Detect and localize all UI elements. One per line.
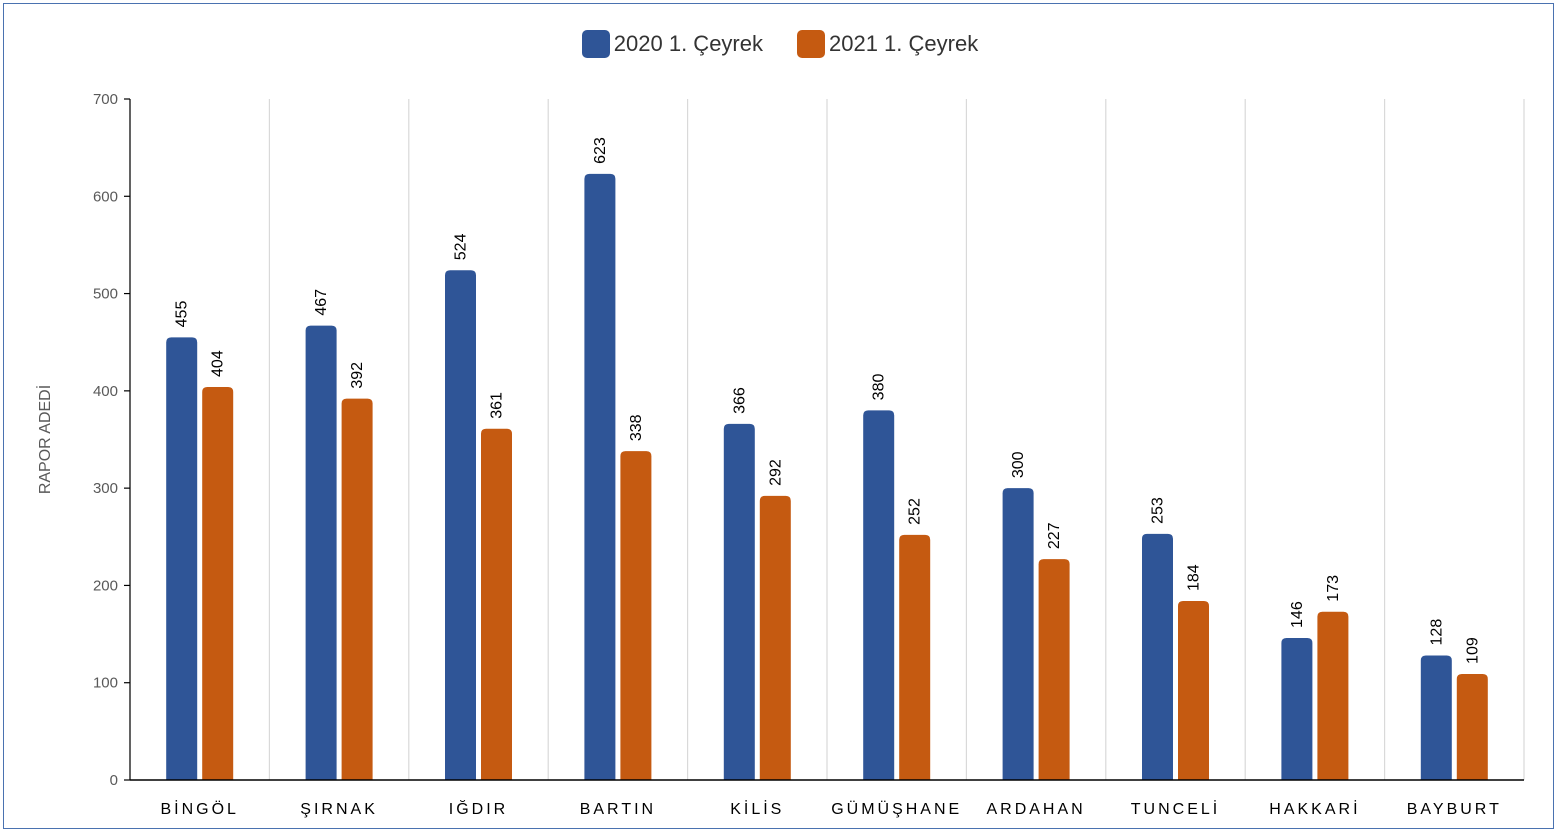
- bar-2021: [481, 428, 512, 780]
- bar-2021: [202, 386, 234, 780]
- legend-swatch-2020: [581, 30, 610, 58]
- bar-2021: [1038, 559, 1070, 780]
- bar-2020: [1142, 533, 1173, 780]
- data-label: 109: [1464, 637, 1481, 664]
- bar-2021: [620, 451, 652, 780]
- x-tick-label: HAKKARİ: [1269, 799, 1360, 818]
- legend-label-2021: 2021 1. Çeyrek: [829, 31, 979, 56]
- data-label: 146: [1289, 601, 1306, 628]
- data-label: 184: [1186, 564, 1203, 591]
- data-label: 524: [453, 233, 470, 260]
- bar-2021: [759, 495, 791, 780]
- data-label: 623: [592, 137, 609, 164]
- y-tick-label: 400: [93, 383, 118, 400]
- bar-2021: [1317, 611, 1349, 780]
- legend-item-2021: 2021 1. Çeyrek: [797, 30, 978, 58]
- data-label: 173: [1325, 575, 1342, 602]
- x-tick-label: BİNGÖL: [160, 799, 238, 818]
- legend-swatch-2021: [797, 30, 825, 58]
- y-tick-label: 200: [93, 577, 118, 594]
- bar-2020: [166, 337, 198, 780]
- data-label: 292: [767, 459, 784, 486]
- x-tick-label: BAYBURT: [1407, 801, 1502, 818]
- data-label: 392: [349, 362, 366, 389]
- y-tick-label: 0: [110, 772, 118, 789]
- legend: 2020 1. Çeyrek 2021 1. Çeyrek: [0, 30, 1560, 58]
- bar-2020: [1002, 488, 1034, 780]
- bar-2020: [445, 270, 476, 780]
- bar-2021: [1178, 600, 1209, 780]
- data-label: 300: [1010, 451, 1027, 478]
- x-tick-label: TUNCELİ: [1131, 799, 1220, 818]
- x-tick-label: BARTIN: [580, 801, 656, 818]
- data-label: 227: [1046, 522, 1063, 549]
- bar-2020: [584, 173, 616, 780]
- x-tick-label: IĞDIR: [449, 799, 508, 818]
- data-label: 404: [210, 350, 227, 377]
- data-label: 338: [628, 414, 645, 441]
- bar-2020: [863, 410, 895, 780]
- data-label: 455: [174, 301, 191, 328]
- bar-2020: [305, 325, 337, 780]
- legend-item-2020: 2020 1. Çeyrek: [581, 30, 763, 58]
- bar-2020: [723, 423, 755, 780]
- y-tick-label: 700: [93, 91, 118, 108]
- y-axis-title: RAPOR ADEDİ: [35, 385, 54, 494]
- x-tick-label: KİLİS: [730, 799, 784, 818]
- data-label: 128: [1428, 619, 1445, 646]
- legend-label-2020: 2020 1. Çeyrek: [613, 31, 763, 56]
- bar-2021: [1456, 673, 1488, 780]
- bar-2021: [341, 398, 373, 780]
- x-tick-label: GÜMÜŞHANE: [831, 800, 962, 818]
- bar-2020: [1420, 655, 1452, 780]
- y-tick-label: 600: [93, 188, 118, 205]
- y-tick-label: 100: [93, 675, 118, 692]
- x-tick-label: ARDAHAN: [986, 801, 1085, 818]
- y-tick-label: 300: [93, 480, 118, 497]
- x-tick-label: ŞIRNAK: [300, 801, 378, 818]
- data-label: 253: [1150, 497, 1167, 524]
- data-label: 361: [489, 392, 506, 419]
- data-label: 380: [871, 374, 888, 401]
- data-label: 467: [313, 289, 330, 316]
- data-label: 252: [907, 498, 924, 525]
- bar-2021: [899, 534, 931, 780]
- data-label: 366: [731, 387, 748, 414]
- bar-2020: [1281, 637, 1313, 780]
- y-tick-label: 500: [93, 286, 118, 303]
